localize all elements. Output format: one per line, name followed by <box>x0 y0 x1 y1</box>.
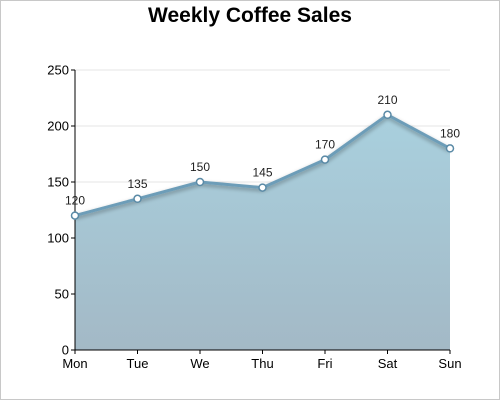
x-tick-label: Thu <box>251 356 273 371</box>
y-tick-label: 250 <box>47 63 69 78</box>
data-label: 150 <box>190 160 210 174</box>
data-label: 180 <box>440 126 460 140</box>
y-tick-label: 50 <box>55 287 69 302</box>
area-fill <box>75 114 450 350</box>
data-point <box>195 177 205 187</box>
y-tick-label: 0 <box>62 343 69 358</box>
data-label: 210 <box>377 93 397 107</box>
data-labels: 120 135 150 145 170 210 180 <box>65 93 460 208</box>
x-tick-label: Sat <box>378 356 398 371</box>
x-tick-label: Fri <box>317 356 332 371</box>
area-series <box>74 113 451 350</box>
data-point <box>445 144 455 153</box>
data-markers <box>70 110 455 220</box>
data-label: 170 <box>315 138 335 152</box>
y-tick-label: 150 <box>47 175 69 190</box>
y-axis-ticks: 0 50 100 150 200 250 <box>47 63 75 358</box>
chart-title: Weekly Coffee Sales <box>148 4 352 27</box>
data-point <box>383 110 392 120</box>
x-axis-ticks: Mon Tue We Thu Fri Sat Sun <box>62 350 462 371</box>
data-point <box>258 183 267 192</box>
x-tick-label: Sun <box>438 356 461 371</box>
x-tick-label: We <box>190 356 209 371</box>
y-tick-label: 100 <box>47 231 69 246</box>
x-tick-label: Tue <box>127 356 149 371</box>
y-tick-label: 200 <box>47 119 69 134</box>
data-label: 145 <box>252 166 272 180</box>
x-tick-label: Mon <box>62 356 87 371</box>
data-label: 120 <box>65 194 85 208</box>
data-point <box>133 194 142 204</box>
data-label: 135 <box>127 177 147 191</box>
data-point <box>70 211 80 220</box>
data-point <box>320 155 330 164</box>
